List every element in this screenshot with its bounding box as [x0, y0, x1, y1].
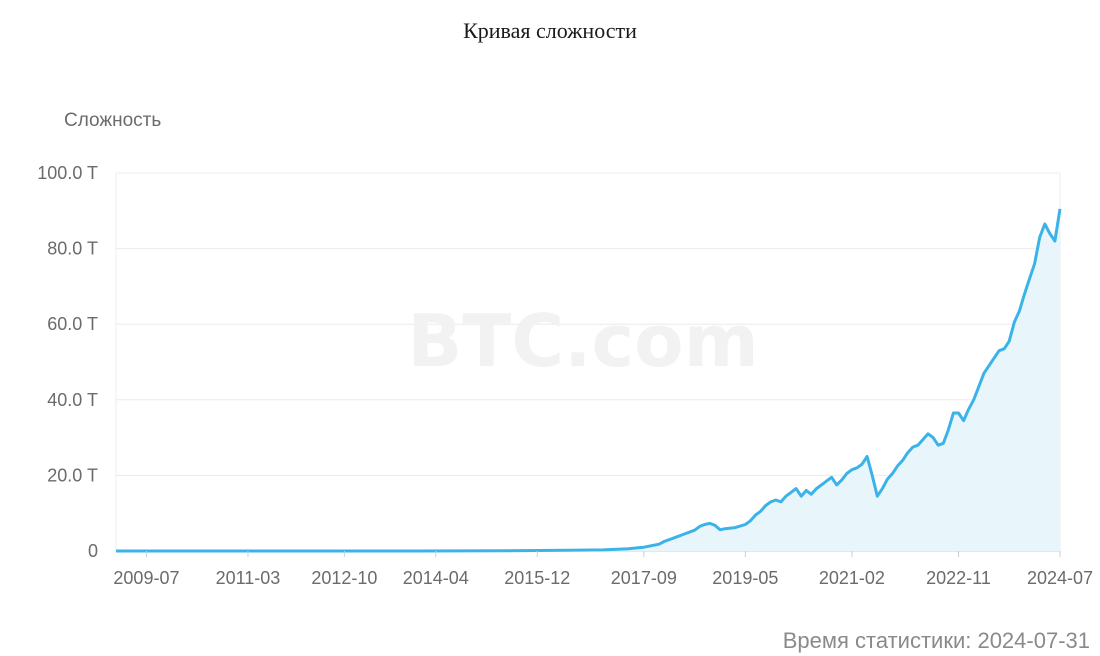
x-tick-label: 2017-09 [611, 568, 677, 588]
x-tick-label: 2014-04 [403, 568, 469, 588]
x-tick-label: 2021-02 [819, 568, 885, 588]
chart-title: Кривая сложности [463, 18, 637, 43]
x-tick-label: 2019-05 [712, 568, 778, 588]
difficulty-chart: BTC.com 0 20.0 T 40.0 T 60.0 T 80.0 T 100.0 T… [37, 163, 1093, 588]
y-tick-label: 60.0 T [47, 314, 98, 334]
difficulty-area [116, 208, 1060, 551]
x-tick-label: 2015-12 [504, 568, 570, 588]
x-tick-label: 2009-07 [113, 568, 179, 588]
y-tick-label: 20.0 T [47, 465, 98, 485]
x-tick-label: 2012-10 [311, 568, 377, 588]
y-axis-ticks: 0 20.0 T 40.0 T 60.0 T 80.0 T 100.0 T [37, 163, 98, 561]
x-tick-label: 2011-03 [216, 568, 281, 588]
y-tick-label: 80.0 T [47, 239, 98, 259]
x-tick-label: 2024-07 [1027, 568, 1093, 588]
difficulty-line [116, 208, 1062, 553]
x-axis-ticks: 2009-07 2011-03 2012-10 2014-04 2015-12 2017-… [113, 551, 1093, 588]
y-tick-label: 40.0 T [47, 390, 98, 410]
statistics-time: Время статистики: 2024-07-31 [782, 628, 1090, 653]
y-tick-label: 0 [88, 541, 98, 561]
watermark: BTC.com [407, 299, 758, 383]
x-tick-label: 2022-11 [926, 568, 991, 588]
y-axis-label: Сложность [64, 110, 162, 131]
y-tick-label: 100.0 T [37, 163, 98, 183]
